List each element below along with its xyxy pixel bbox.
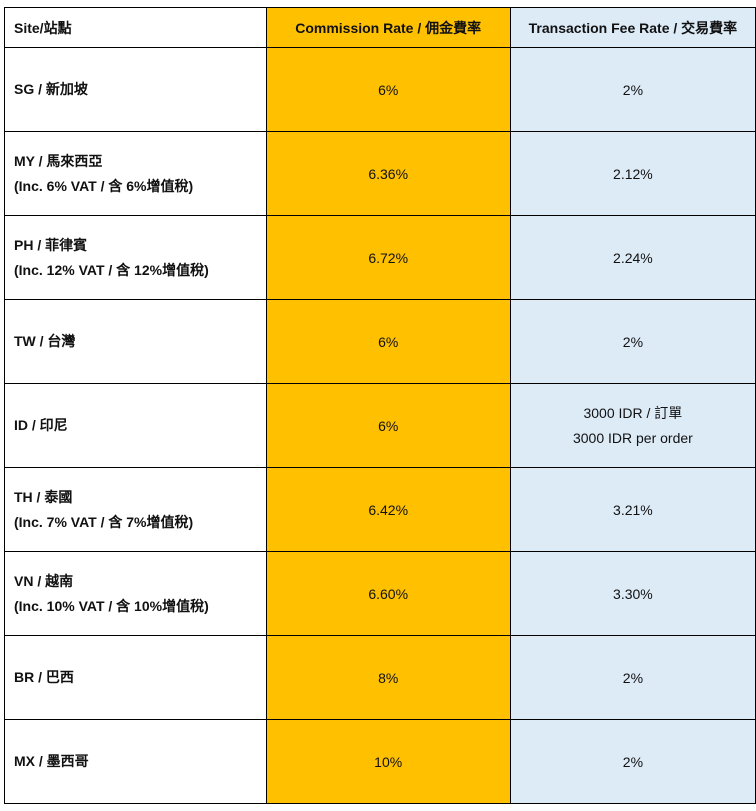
site-cell: TH / 泰國 (Inc. 7% VAT / 含 7%增值稅) (4, 467, 267, 552)
site-cell: BR / 巴西 (4, 635, 267, 720)
header-transaction-fee-rate: Transaction Fee Rate / 交易費率 (509, 7, 756, 48)
site-cell: ID / 印尼 (4, 383, 267, 468)
site-name: PH / 菲律賓 (14, 236, 88, 253)
site-vat-note: (Inc. 7% VAT / 含 7%增值稅) (14, 513, 194, 530)
header-site: Site/站點 (4, 7, 267, 48)
table-row-tw: TW / 台灣 6% 2% (4, 299, 756, 384)
site-cell: MY / 馬來西亞 (Inc. 6% VAT / 含 6%增值稅) (4, 131, 267, 216)
transaction-cell: 2% (509, 635, 756, 720)
table-row-my: MY / 馬來西亞 (Inc. 6% VAT / 含 6%增值稅) 6.36% … (4, 131, 756, 216)
site-vat-note: (Inc. 10% VAT / 含 10%增值稅) (14, 597, 209, 614)
site-cell: SG / 新加坡 (4, 47, 267, 132)
site-name: MY / 馬來西亞 (14, 152, 103, 169)
transaction-cell: 3.21% (509, 467, 756, 552)
site-vat-note: (Inc. 12% VAT / 含 12%增值稅) (14, 261, 209, 278)
transaction-cell: 2.12% (509, 131, 756, 216)
commission-cell: 6% (265, 299, 511, 384)
fee-rate-table: Site/站點 Commission Rate / 佣金費率 Transacti… (4, 7, 756, 804)
site-cell: PH / 菲律賓 (Inc. 12% VAT / 含 12%增值稅) (4, 215, 267, 300)
site-vat-note: (Inc. 6% VAT / 含 6%增值稅) (14, 177, 194, 194)
commission-cell: 8% (265, 635, 511, 720)
site-name: MX / 墨西哥 (14, 753, 89, 769)
transaction-cell: 2% (509, 299, 756, 384)
site-name: SG / 新加坡 (14, 81, 88, 97)
commission-cell: 6% (265, 47, 511, 132)
transaction-cell: 2% (509, 47, 756, 132)
transaction-fee-zh: 3000 IDR / 訂單 (583, 404, 683, 421)
commission-cell: 6.36% (265, 131, 511, 216)
transaction-cell: 3000 IDR / 訂單 3000 IDR per order (509, 383, 756, 468)
commission-cell: 6.60% (265, 551, 511, 636)
site-name: ID / 印尼 (14, 417, 68, 433)
site-name: BR / 巴西 (14, 669, 74, 685)
table-row-ph: PH / 菲律賓 (Inc. 12% VAT / 含 12%增值稅) 6.72%… (4, 215, 756, 300)
table-row-br: BR / 巴西 8% 2% (4, 635, 756, 720)
table-row-sg: SG / 新加坡 6% 2% (4, 47, 756, 132)
site-cell: TW / 台灣 (4, 299, 267, 384)
commission-cell: 6% (265, 383, 511, 468)
transaction-cell: 3.30% (509, 551, 756, 636)
commission-cell: 6.42% (265, 467, 511, 552)
header-commission-rate: Commission Rate / 佣金費率 (265, 7, 511, 48)
commission-cell: 10% (265, 719, 511, 804)
transaction-cell: 2% (509, 719, 756, 804)
site-cell: VN / 越南 (Inc. 10% VAT / 含 10%增值稅) (4, 551, 267, 636)
table-row-vn: VN / 越南 (Inc. 10% VAT / 含 10%增值稅) 6.60% … (4, 551, 756, 636)
commission-cell: 6.72% (265, 215, 511, 300)
table-row-id: ID / 印尼 6% 3000 IDR / 訂單 3000 IDR per or… (4, 383, 756, 468)
table-row-mx: MX / 墨西哥 10% 2% (4, 719, 756, 804)
table-row-th: TH / 泰國 (Inc. 7% VAT / 含 7%增值稅) 6.42% 3.… (4, 467, 756, 552)
site-name: TH / 泰國 (14, 488, 73, 505)
site-cell: MX / 墨西哥 (4, 719, 267, 804)
site-name: VN / 越南 (14, 572, 74, 589)
transaction-fee-en: 3000 IDR per order (572, 429, 693, 446)
site-name: TW / 台灣 (14, 333, 76, 349)
header-row: Site/站點 Commission Rate / 佣金費率 Transacti… (4, 7, 756, 48)
transaction-cell: 2.24% (509, 215, 756, 300)
